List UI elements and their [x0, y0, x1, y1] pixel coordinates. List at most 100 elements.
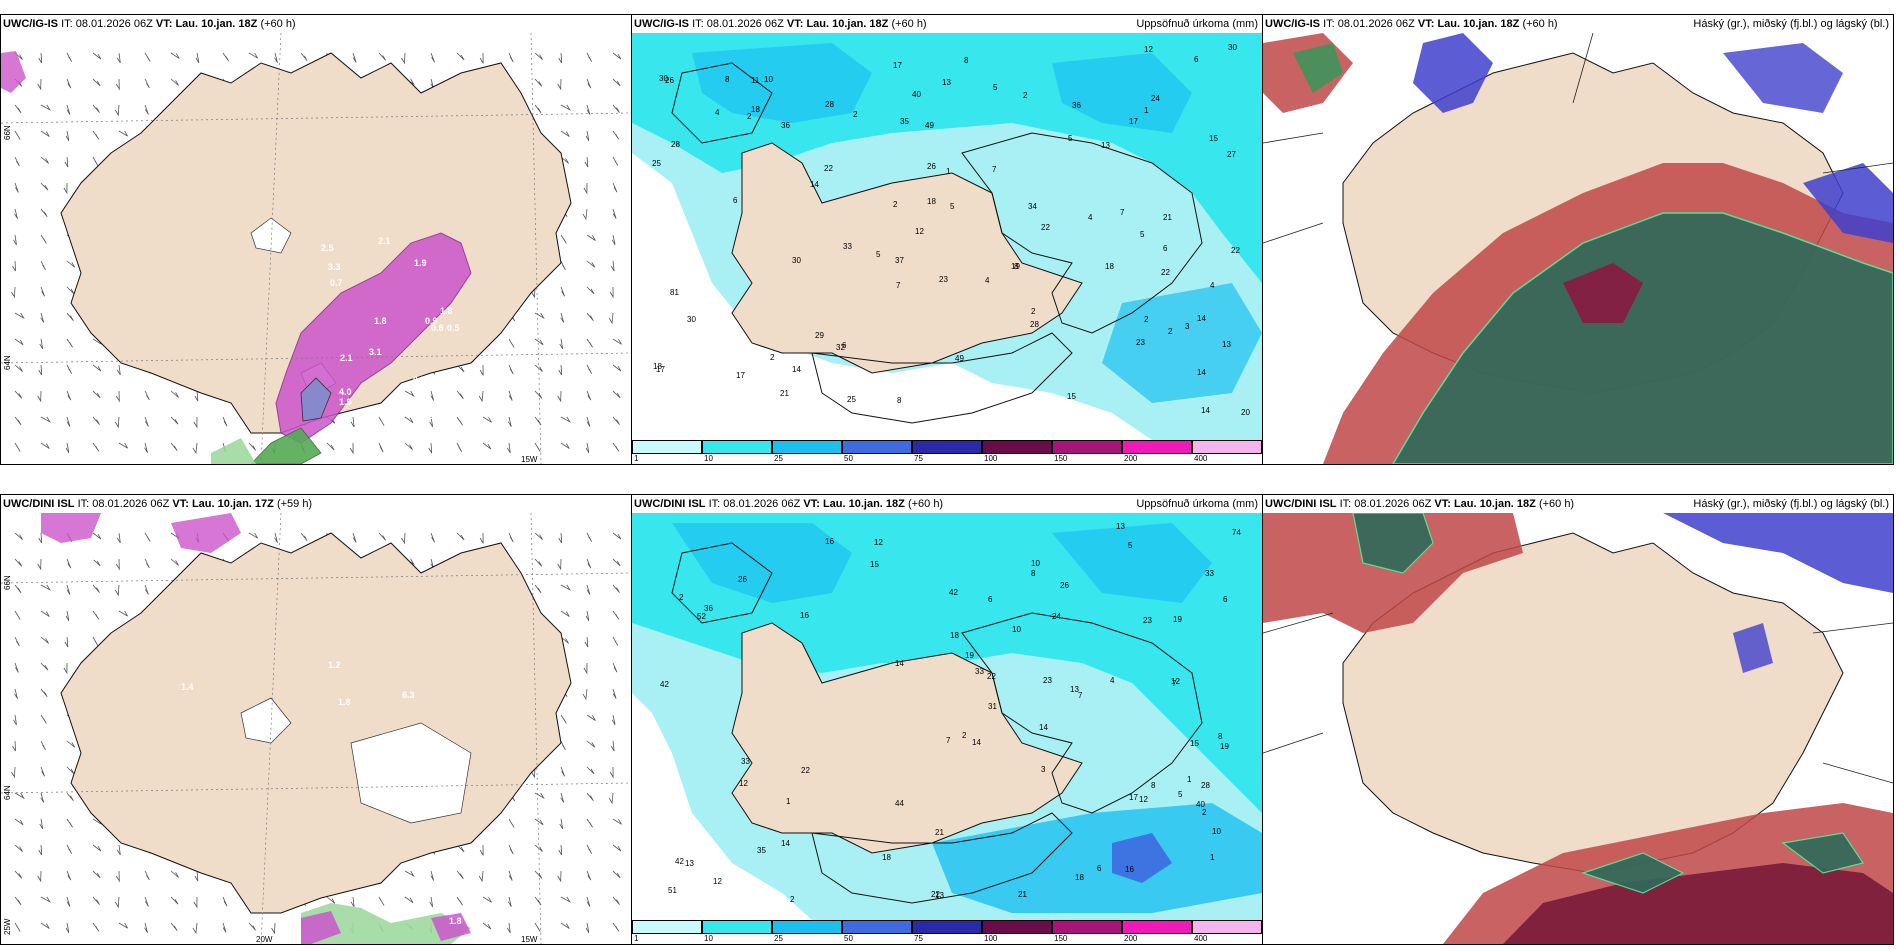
value-label: 2 [1202, 808, 1207, 817]
wind-barb [38, 532, 43, 544]
wind-barb [66, 338, 73, 348]
wind-barb [40, 714, 47, 724]
wind-barb [508, 844, 514, 855]
value-label: 13 [1116, 522, 1125, 531]
map-clouds-ig [1263, 33, 1893, 464]
wind-barb [404, 390, 415, 398]
wind-barb [170, 896, 179, 905]
value-label: 2 [1168, 327, 1173, 336]
value-label: 1.8 [440, 306, 453, 316]
value-label: 24 [1151, 94, 1160, 103]
value-label: 18 [1075, 873, 1084, 882]
wind-barb [144, 922, 148, 933]
value-label: 18 [950, 631, 959, 640]
wind-barb [14, 390, 23, 399]
wind-barb [144, 390, 150, 401]
wind-barb [478, 870, 484, 883]
wind-barb [14, 558, 23, 567]
wind-barb [192, 442, 198, 455]
legend-swatch [842, 920, 912, 934]
wind-barb [222, 52, 230, 62]
wind-barb [479, 844, 484, 857]
wind-barb [248, 532, 258, 539]
wind-barb [66, 584, 71, 595]
map-wind-ig: 0.50.91.81.91.80.53.32.12.53.14.00.80.70… [1, 33, 631, 464]
wind-barb [92, 844, 102, 852]
value-label: 10 [1012, 625, 1021, 634]
wind-barb [248, 442, 257, 451]
wind-barb [586, 104, 591, 115]
value-label: 12 [915, 227, 924, 236]
wind-barb [560, 416, 571, 423]
value-label: 37 [895, 256, 904, 265]
wind-barb [326, 442, 335, 451]
wind-barb [585, 610, 590, 622]
value-label: 18 [882, 853, 891, 862]
value-label: 32 [836, 343, 845, 352]
wind-barb [222, 896, 228, 907]
wind-barb [14, 792, 25, 800]
wind-barb [14, 532, 23, 540]
wind-barb [586, 792, 594, 801]
panel-ig-precip: UWC/IG-IS IT: 08.01.2026 06Z VT: Lau. 10… [631, 14, 1263, 465]
value-label: 1 [786, 797, 791, 806]
wind-barb [118, 922, 128, 929]
wind-barb [560, 130, 570, 137]
wind-barb [583, 182, 588, 195]
value-label: 4 [1088, 213, 1093, 222]
value-label: 2 [1023, 91, 1028, 100]
wind-barb [586, 52, 593, 63]
legend-tick: 100 [984, 454, 998, 463]
value-label: 49 [955, 354, 964, 363]
wind-barb [349, 442, 354, 455]
value-label: 22 [1041, 223, 1050, 232]
wind-barb [558, 844, 563, 856]
wind-barb [531, 286, 536, 299]
wind-barb [534, 52, 543, 60]
wind-barb [11, 286, 16, 299]
value-label: 33 [975, 667, 984, 676]
value-label: 2.5 [321, 243, 334, 253]
value-label: 2.1 [340, 353, 353, 363]
wind-barb [482, 922, 492, 930]
wind-barb [170, 558, 179, 566]
value-label: 33 [741, 757, 750, 766]
legend-swatch [702, 440, 772, 454]
value-label: 23 [1043, 676, 1052, 685]
wind-barb [508, 390, 513, 401]
wind-barb [66, 390, 72, 401]
wind-barb [557, 558, 562, 571]
wind-barb [40, 104, 51, 111]
value-label: 3 [1041, 765, 1046, 774]
wind-barb [534, 104, 542, 114]
wind-barb [66, 416, 71, 427]
panel-title: UWC/IG-IS IT: 08.01.2026 06Z VT: Lau. 10… [632, 15, 1262, 33]
wind-barb [612, 390, 621, 399]
wind-barb [586, 416, 591, 427]
wind-barb [114, 584, 120, 597]
wind-barb [116, 844, 121, 856]
wind-barb [38, 364, 43, 376]
wind-barb [534, 312, 545, 320]
wind-barb [40, 610, 50, 617]
value-label: 13 [935, 891, 944, 900]
mid-cloud-core [1563, 263, 1643, 323]
wind-barb [170, 78, 179, 86]
wind-barb [14, 312, 25, 320]
value-label: 0.8 [431, 323, 444, 333]
wind-barb [586, 766, 595, 775]
wind-barb [65, 130, 70, 142]
value-label: 22 [1231, 246, 1240, 255]
lon-label: 15W [521, 455, 538, 464]
value-label: 25 [652, 159, 661, 168]
wind-barb [300, 532, 308, 542]
precip-rain-area [250, 427, 322, 464]
value-label: 7 [896, 281, 901, 290]
value-label: 0.8 [395, 395, 408, 405]
value-label: 26 [1060, 581, 1069, 590]
value-label: 81 [670, 288, 679, 297]
value-label: 13 [1222, 340, 1231, 349]
map-clouds-dini [1263, 513, 1893, 944]
legend-swatch [1122, 920, 1192, 934]
wind-barb [14, 208, 18, 219]
